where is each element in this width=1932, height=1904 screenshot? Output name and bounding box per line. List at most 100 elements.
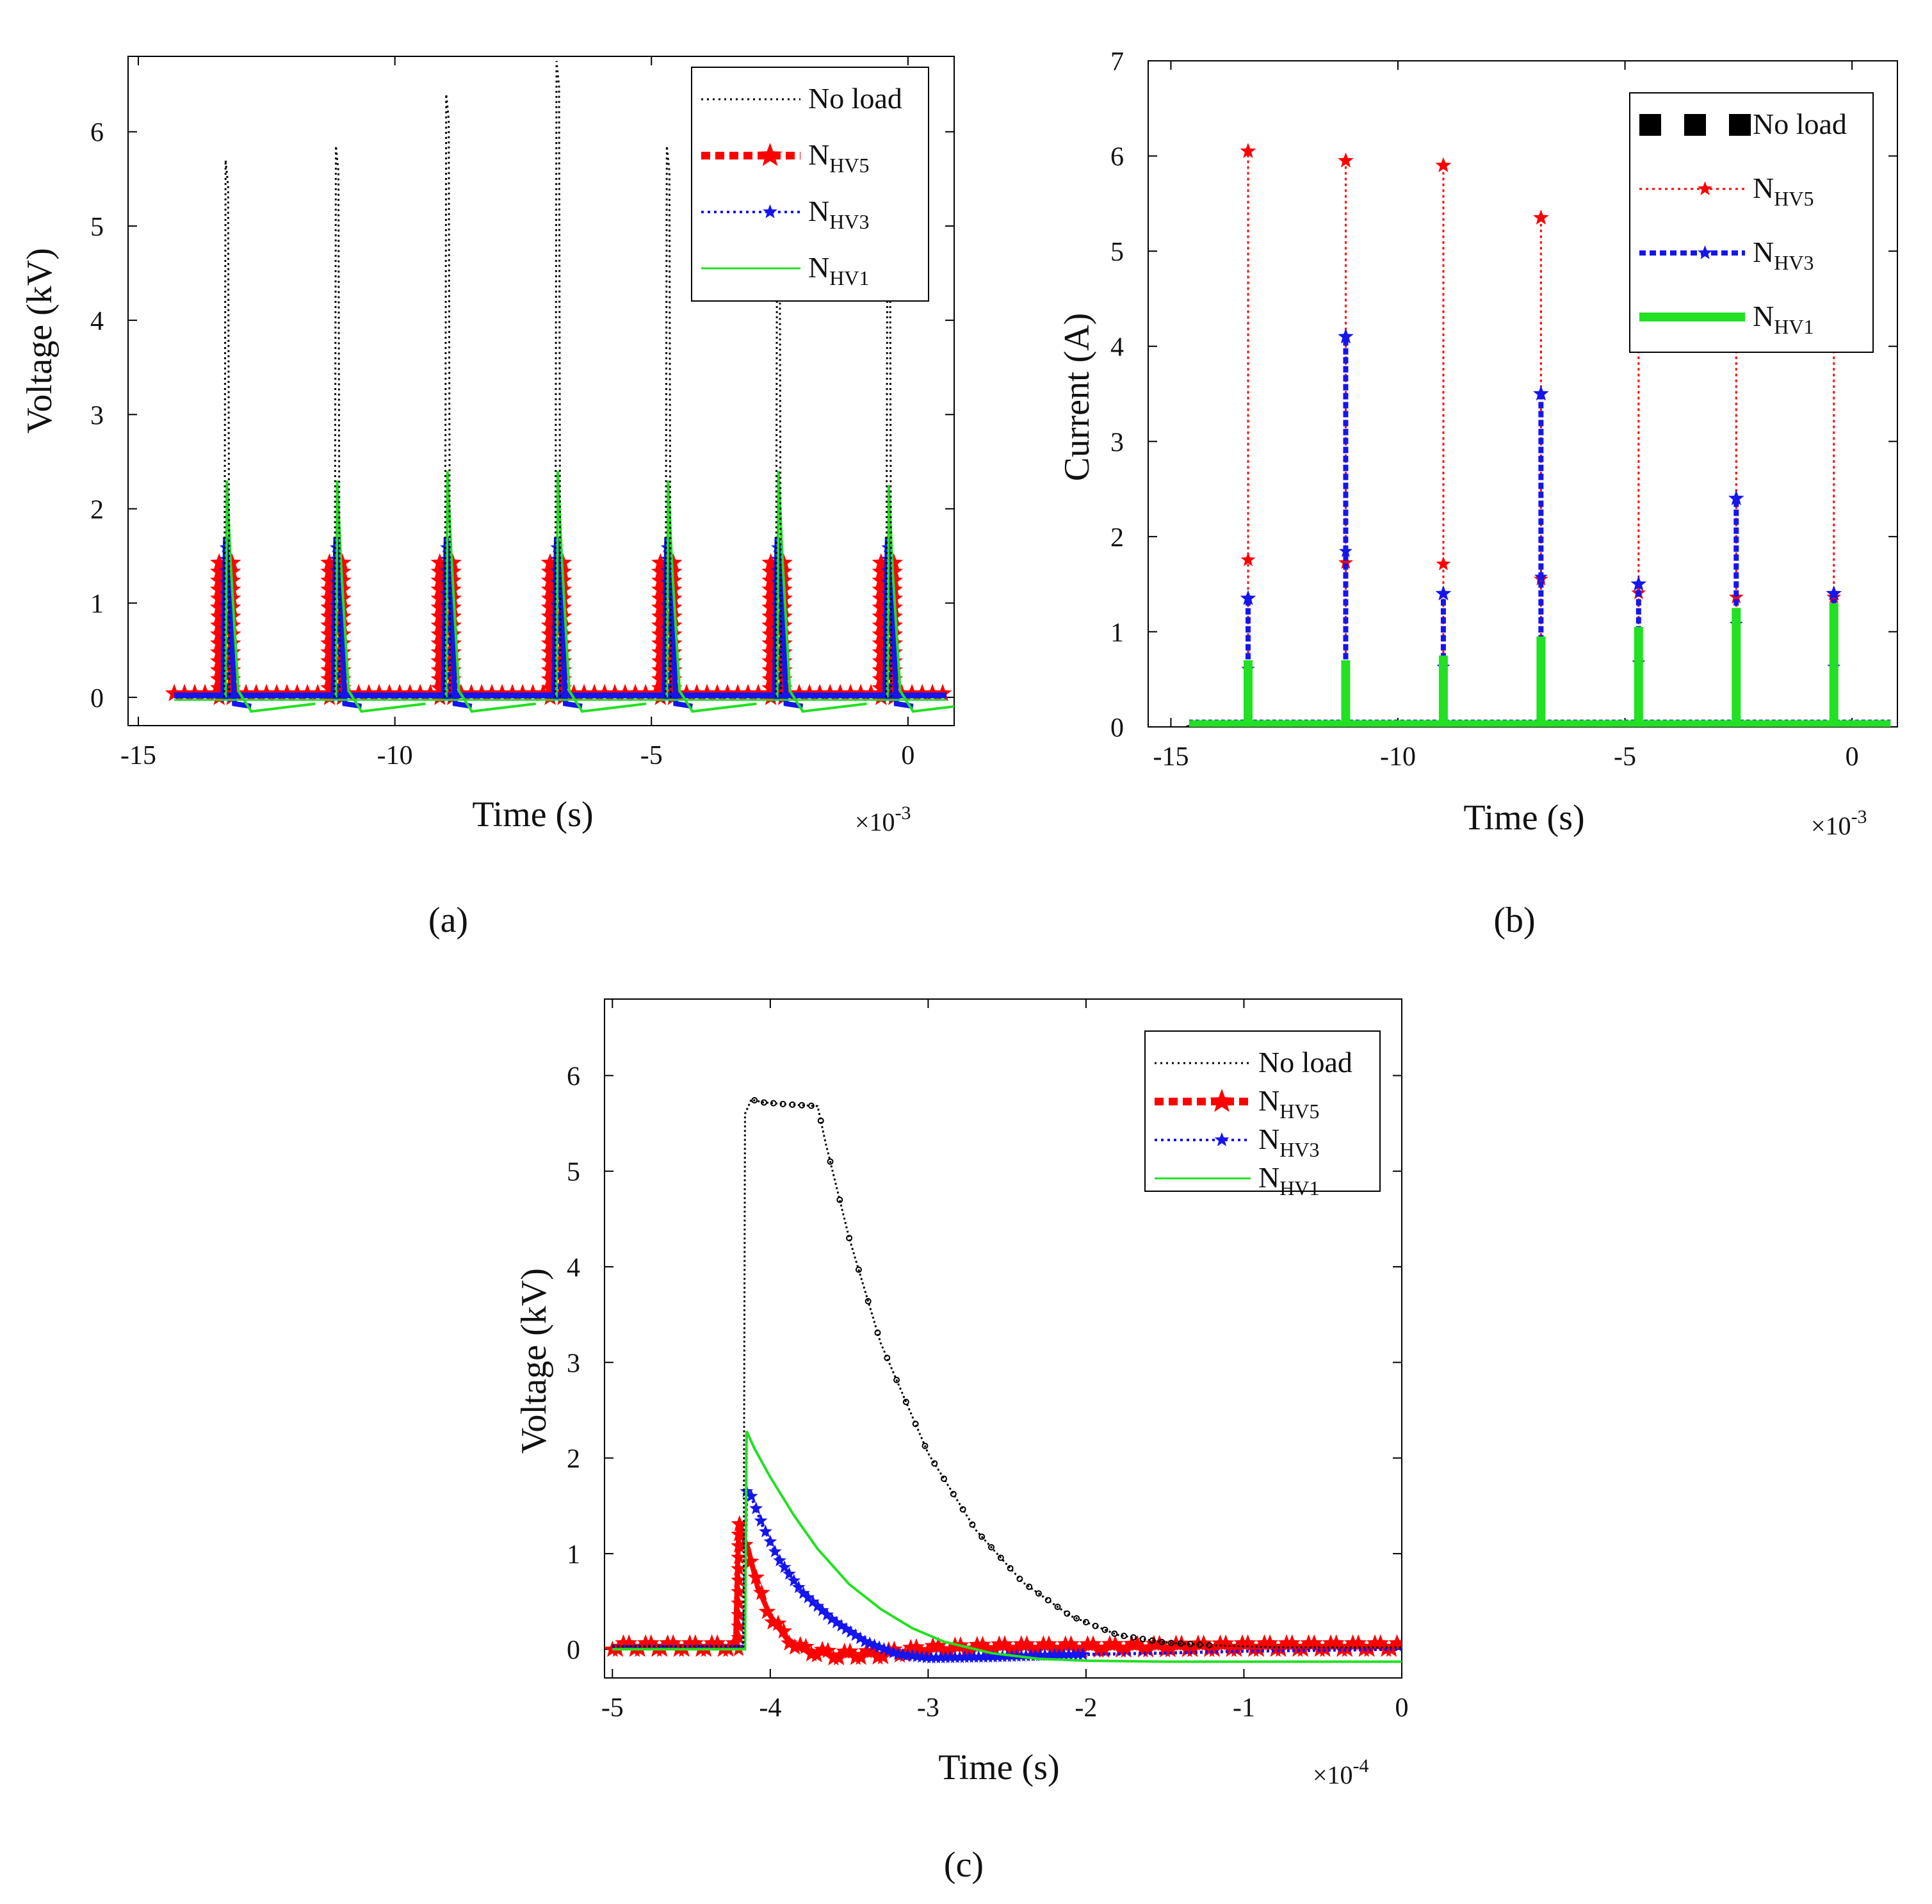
c-nhv3-marker — [777, 1560, 791, 1574]
c-nhv3-marker — [825, 1612, 839, 1625]
a-nhv5-marker — [651, 606, 670, 624]
c-no-load-marker — [1206, 1641, 1213, 1648]
c-nhv5-marker — [731, 1618, 747, 1633]
c-nhv3-marker — [1024, 1648, 1038, 1662]
c-no-load-marker — [874, 1330, 881, 1337]
b-legend-box — [1629, 92, 1874, 353]
c-nhv5-marker — [1239, 1634, 1256, 1651]
b-nhv3-marker — [1435, 585, 1452, 601]
c-nhv5-marker — [753, 1584, 770, 1600]
c-legend-label-nhv5: NHV5 — [1258, 1084, 1319, 1123]
c-no-load-marker — [1158, 1638, 1165, 1645]
c-nhv3-marker — [820, 1607, 834, 1621]
c-no-load-marker — [1196, 1641, 1203, 1648]
a-nhv5-marker — [320, 598, 339, 615]
c-no-load-marker — [846, 1235, 853, 1242]
c-nhv5-marker — [1261, 1634, 1279, 1651]
a-nhv5-marker — [872, 678, 891, 696]
c-nhv5-marker — [863, 1641, 881, 1659]
c-nhv5-marker — [1283, 1634, 1301, 1651]
a-ytick-label: 0 — [90, 684, 104, 713]
panel-b-legend: No load NHV5 NHV3 NHV1 — [1629, 92, 1874, 353]
c-nhv5-marker — [731, 1526, 747, 1542]
c-no-load-marker — [1064, 1610, 1071, 1617]
c-no-load-marker — [1007, 1565, 1014, 1572]
b-xtick-label: -10 — [1380, 742, 1416, 772]
a-nhv5-marker — [872, 642, 891, 660]
panel-b-label: (b) — [1493, 900, 1535, 940]
a-nhv5-marker — [540, 678, 560, 696]
c-xtick-label: -2 — [1075, 1693, 1097, 1723]
c-nhv5-marker — [742, 1552, 759, 1569]
c-no-load-marker — [950, 1490, 957, 1497]
a-nhv5-marker — [320, 615, 339, 633]
a-nhv5-marker — [430, 642, 449, 660]
panel-a-label: (a) — [428, 900, 468, 940]
a-legend-label-nhv3: NHV3 — [808, 195, 869, 233]
c-nhv3-marker — [1048, 1648, 1062, 1661]
a-nhv5-marker — [651, 669, 670, 687]
a-nhv5-marker — [540, 606, 560, 624]
c-nhv5-marker — [731, 1606, 747, 1622]
b-legend-label-nhv5: NHV5 — [1753, 172, 1814, 210]
a-nhv5-marker — [210, 606, 229, 624]
a-nhv5-marker — [872, 615, 891, 633]
a-nhv5-marker — [651, 598, 670, 615]
c-legend-label-no_load: No load — [1258, 1046, 1352, 1078]
c-nhv5-marker — [808, 1646, 825, 1663]
c-nhv3-marker — [806, 1595, 820, 1608]
a-nhv5-marker — [651, 651, 670, 669]
a-nhv5-marker — [320, 669, 339, 687]
a-nhv5-marker — [540, 660, 560, 678]
c-ytick-label: 5 — [567, 1158, 580, 1187]
c-nhv5-marker — [841, 1642, 859, 1659]
c-no-load-marker — [1187, 1641, 1194, 1648]
a-nhv5-marker — [651, 660, 670, 678]
a-nhv5-marker — [320, 642, 339, 660]
a-nhv5-marker — [210, 624, 229, 642]
c-no-load-marker — [941, 1475, 948, 1482]
a-legend-marker-nhv5 — [758, 143, 783, 167]
a-nhv5-marker — [651, 624, 670, 642]
a-nhv5-marker — [872, 571, 891, 589]
c-no-load-marker — [1177, 1640, 1184, 1647]
a-nhv5-marker — [872, 651, 891, 669]
panel-a-legend: No load NHV5 NHV3 NHV1 — [691, 67, 929, 302]
a-nhv5-marker — [210, 660, 229, 678]
c-nhv5-marker — [1372, 1634, 1389, 1651]
a-nhv5-marker — [884, 553, 904, 571]
c-nhv5-marker — [1195, 1634, 1212, 1651]
a-ytick-label: 6 — [90, 118, 104, 148]
b-legend-marker-nhv5 — [1698, 181, 1712, 195]
c-no-load-marker — [1121, 1632, 1128, 1640]
c-nhv3-marker — [1014, 1648, 1028, 1662]
c-nhv5-marker — [686, 1634, 704, 1651]
a-nhv5-marker — [651, 615, 670, 633]
a-nhv5-marker — [872, 624, 891, 642]
c-no-load-marker — [988, 1543, 995, 1550]
a-nhv5-marker — [872, 580, 891, 598]
panel-a-x-multiplier: ×10-3 — [855, 802, 911, 836]
c-nhv5-marker — [1117, 1641, 1135, 1658]
c-nhv3-marker — [953, 1650, 967, 1663]
c-no-load-marker — [1035, 1590, 1042, 1597]
c-no-load-marker — [884, 1355, 891, 1362]
a-no-load-pulse — [444, 94, 451, 697]
c-nhv5-marker — [1128, 1634, 1146, 1652]
a-nhv5-marker — [210, 571, 229, 589]
b-nhv5-marker — [1240, 143, 1256, 158]
b-nhv5-marker — [1338, 555, 1353, 569]
a-nhv5-marker — [872, 669, 891, 687]
c-nhv3-marker — [962, 1650, 976, 1663]
a-nhv5-marker — [430, 580, 449, 598]
c-xtick-label: -1 — [1233, 1693, 1255, 1723]
a-nhv5-marker — [210, 615, 229, 633]
c-no-load-marker — [865, 1298, 872, 1305]
a-nhv5-marker — [165, 683, 184, 701]
c-nhv5-marker — [996, 1635, 1014, 1652]
c-nhv5-marker — [1294, 1640, 1312, 1657]
c-nhv5-marker — [1305, 1634, 1323, 1651]
c-nhv5-marker — [1327, 1634, 1345, 1651]
a-nhv5-marker — [540, 633, 560, 651]
c-xtick-label: -5 — [601, 1693, 624, 1723]
